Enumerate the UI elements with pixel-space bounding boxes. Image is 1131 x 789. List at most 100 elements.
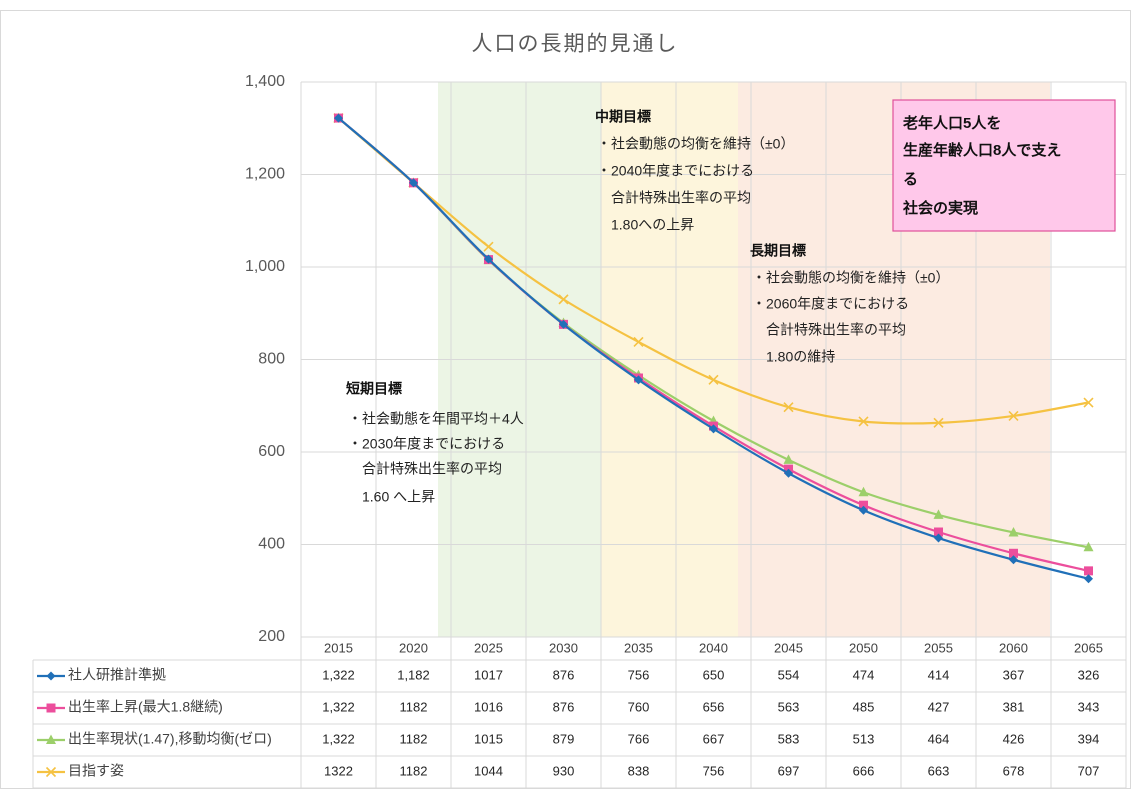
annotation-line: 1.60 へ上昇 xyxy=(362,489,435,505)
callout-line: 老年人口5人を xyxy=(902,114,1001,132)
table-value: 876 xyxy=(553,699,575,714)
marker xyxy=(45,766,57,778)
table-value: 1,322 xyxy=(322,667,355,682)
marker xyxy=(1084,574,1093,584)
legend-label: 出生率現状(1.47),移動均衡(ゼロ) xyxy=(68,731,272,747)
annotation-line: ・2060年度までにおける xyxy=(752,296,909,312)
marker xyxy=(708,374,719,385)
y-tick-label: 800 xyxy=(258,351,285,368)
y-tick-label: 1,400 xyxy=(245,73,285,90)
marker xyxy=(784,468,793,478)
x-tick-label: 2065 xyxy=(1074,640,1103,655)
marker xyxy=(709,424,718,434)
y-tick-label: 1,000 xyxy=(245,258,285,275)
table-value: 1015 xyxy=(474,731,503,746)
table-value: 426 xyxy=(1003,731,1025,746)
callout-line: 社会の実現 xyxy=(902,199,978,217)
marker xyxy=(484,254,493,264)
table-value: 414 xyxy=(928,667,950,682)
y-tick-label: 1,200 xyxy=(245,166,285,183)
marker xyxy=(858,416,869,427)
marker xyxy=(1008,410,1019,421)
marker xyxy=(1083,397,1094,408)
table-value: 697 xyxy=(778,763,800,778)
table-value: 563 xyxy=(778,699,800,714)
y-tick-label: 400 xyxy=(258,536,285,553)
x-tick-label: 2040 xyxy=(699,640,728,655)
table-value: 756 xyxy=(628,667,650,682)
legend-label: 社人研推計準拠 xyxy=(68,667,166,683)
table-value: 766 xyxy=(628,731,650,746)
marker xyxy=(409,178,418,188)
marker xyxy=(1084,566,1093,576)
table-value: 343 xyxy=(1078,699,1100,714)
series-line xyxy=(337,117,1089,580)
marker xyxy=(859,500,868,510)
marker xyxy=(1009,555,1018,565)
table-value: 1,322 xyxy=(322,731,355,746)
table-value: 838 xyxy=(628,763,650,778)
annotation-title: 長期目標 xyxy=(750,243,806,259)
x-tick-label: 2030 xyxy=(549,640,578,655)
table-value: 1016 xyxy=(474,699,503,714)
annotation-line: ・社会動態の均衡を維持（±0） xyxy=(597,136,794,152)
table-value: 666 xyxy=(853,763,875,778)
annotation-line: ・2030年度までにおける xyxy=(348,436,505,452)
table-value: 464 xyxy=(928,731,950,746)
marker xyxy=(933,509,944,519)
callout-line: る xyxy=(903,171,918,188)
table-value: 663 xyxy=(928,763,950,778)
marker xyxy=(859,505,868,515)
table-value: 1044 xyxy=(474,763,503,778)
marker xyxy=(46,703,56,713)
marker xyxy=(783,454,794,464)
legend-label: 目指す姿 xyxy=(68,763,124,779)
marker xyxy=(633,336,644,347)
x-tick-label: 2055 xyxy=(924,640,953,655)
table-value: 667 xyxy=(703,731,725,746)
annotation-line: 合計特殊出生率の平均 xyxy=(362,461,502,477)
annotation-line: 1.80への上昇 xyxy=(611,217,694,233)
marker xyxy=(334,113,343,123)
table-value: 394 xyxy=(1078,731,1100,746)
marker xyxy=(858,486,869,497)
x-tick-label: 2060 xyxy=(999,640,1028,655)
table-value: 1,322 xyxy=(322,699,355,714)
marker xyxy=(933,417,944,428)
table-value: 326 xyxy=(1078,667,1100,682)
table-value: 485 xyxy=(853,699,875,714)
table-value: 1182 xyxy=(400,763,428,778)
x-tick-label: 2045 xyxy=(774,640,803,655)
y-tick-label: 200 xyxy=(258,628,285,645)
marker xyxy=(934,533,943,543)
marker xyxy=(1008,526,1019,537)
table-value: 876 xyxy=(553,667,575,682)
table-value: 583 xyxy=(778,731,800,746)
table-value: 1322 xyxy=(324,763,353,778)
table-value: 1017 xyxy=(474,667,503,682)
table-value: 879 xyxy=(553,731,575,746)
marker xyxy=(46,671,56,681)
marker xyxy=(1083,541,1094,552)
marker xyxy=(934,527,943,537)
annotation-line: 1.80の維持 xyxy=(766,349,835,365)
annotation-title: 中期目標 xyxy=(595,109,651,125)
callout-box xyxy=(892,99,1116,232)
table-value: 554 xyxy=(778,667,800,682)
annotation-line: ・2040年度までにおける xyxy=(597,163,754,179)
marker xyxy=(558,294,569,305)
table-value: 513 xyxy=(853,731,875,746)
table-value: 760 xyxy=(628,699,650,714)
annotation-line: 合計特殊出生率の平均 xyxy=(766,322,906,338)
chart-title: 人口の長期的見通し xyxy=(472,33,679,56)
table-value: 1,182 xyxy=(397,667,430,682)
marker xyxy=(483,241,494,252)
table-value: 427 xyxy=(928,699,950,714)
table-value: 930 xyxy=(553,763,575,778)
x-tick-label: 2015 xyxy=(324,640,353,655)
annotation-line: 合計特殊出生率の平均 xyxy=(611,190,751,206)
table-value: 367 xyxy=(1003,667,1025,682)
legend-label: 出生率上昇(最大1.8継続) xyxy=(68,699,223,715)
annotation-line: ・社会動態を年間平均＋4人 xyxy=(348,411,524,427)
